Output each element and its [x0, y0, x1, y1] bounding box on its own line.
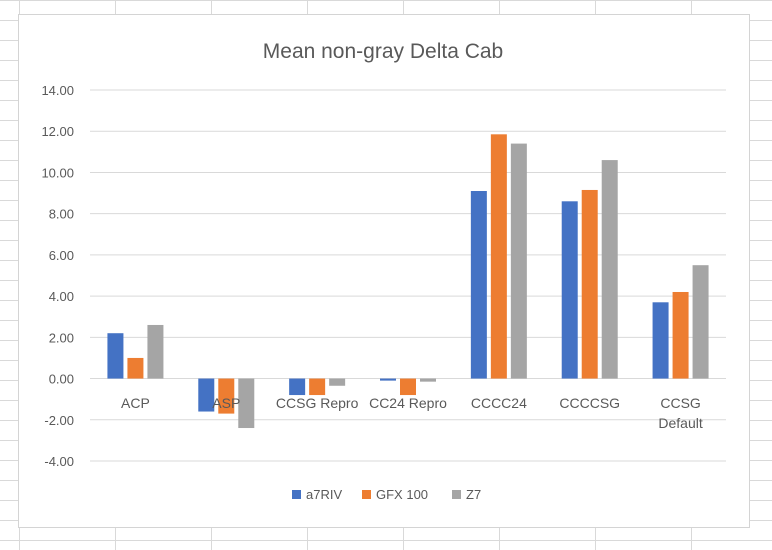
- legend-swatch: [292, 490, 301, 499]
- bars: [107, 134, 709, 429]
- y-tick-label: 10.00: [41, 165, 74, 180]
- y-tick-label: 4.00: [49, 289, 74, 304]
- y-tick-label: 8.00: [49, 207, 74, 222]
- bar-z7[interactable]: [420, 378, 436, 382]
- bar-gfx-100[interactable]: [127, 357, 144, 379]
- legend: a7RIV GFX 100 Z7: [292, 487, 481, 502]
- bar-z7[interactable]: [238, 378, 255, 429]
- bar-a7riv[interactable]: [289, 378, 306, 396]
- bar-gfx-100[interactable]: [581, 189, 598, 379]
- category-label: CCCCSG: [559, 395, 620, 411]
- category-label-line: ACP: [121, 395, 150, 411]
- bar-a7riv[interactable]: [198, 378, 215, 412]
- y-tick-label: 2.00: [49, 330, 74, 345]
- chart-frame[interactable]: [18, 14, 750, 528]
- bar-z7[interactable]: [147, 324, 164, 379]
- bar-z7[interactable]: [510, 143, 527, 379]
- bar-z7[interactable]: [601, 160, 618, 379]
- bar-a7riv[interactable]: [107, 333, 124, 379]
- bar-z7[interactable]: [692, 265, 709, 379]
- bar-gfx-100[interactable]: [400, 378, 416, 396]
- y-tick-label: 14.00: [41, 83, 74, 98]
- bar-a7riv[interactable]: [470, 190, 487, 379]
- legend-label: Z7: [466, 487, 481, 502]
- y-axis-tick-labels: 14.00 12.00 10.00 8.00 6.00 4.00 2.00 0.00 -2.00…: [41, 83, 74, 469]
- bar-z7[interactable]: [329, 378, 346, 386]
- category-label-line: CC24 Repro: [369, 395, 447, 411]
- bar-a7riv[interactable]: [380, 378, 396, 381]
- bar-a7riv[interactable]: [652, 302, 669, 379]
- category-label-line: CCSG Repro: [276, 395, 359, 411]
- category-label-line: Default: [658, 415, 702, 431]
- y-tick-label: -2.00: [44, 413, 74, 428]
- category-label-line: CCSG: [660, 395, 700, 411]
- bar-a7riv[interactable]: [561, 201, 578, 379]
- y-tick-label: 12.00: [41, 124, 74, 139]
- category-label: ASP: [212, 395, 240, 411]
- legend-swatch: [362, 490, 371, 499]
- gridlines: [90, 89, 726, 462]
- y-tick-label: -4.00: [44, 454, 74, 469]
- chart-title: Mean non-gray Delta Cab: [263, 40, 503, 63]
- category-label-line: CCCC24: [471, 395, 527, 411]
- bar-gfx-100[interactable]: [672, 291, 689, 379]
- legend-label: a7RIV: [306, 487, 342, 502]
- bar-gfx-100[interactable]: [490, 134, 507, 379]
- category-labels: ACP ASP CCSG Repro CC24 Repro CCCC24 CCCCSG CC…: [121, 395, 703, 431]
- category-label: CCSG Repro: [276, 395, 359, 411]
- bar-gfx-100[interactable]: [309, 378, 326, 396]
- category-label: ACP: [121, 395, 150, 411]
- bar-gfx-100[interactable]: [218, 378, 235, 414]
- category-label: CCSG Default: [658, 395, 702, 431]
- category-label: CC24 Repro: [369, 395, 447, 411]
- y-tick-label: 6.00: [49, 248, 74, 263]
- category-label-line: ASP: [212, 395, 240, 411]
- category-label: CCCC24: [471, 395, 527, 411]
- y-tick-label: 0.00: [49, 372, 74, 387]
- legend-swatch: [452, 490, 461, 499]
- legend-label: GFX 100: [376, 487, 428, 502]
- category-label-line: CCCCSG: [559, 395, 620, 411]
